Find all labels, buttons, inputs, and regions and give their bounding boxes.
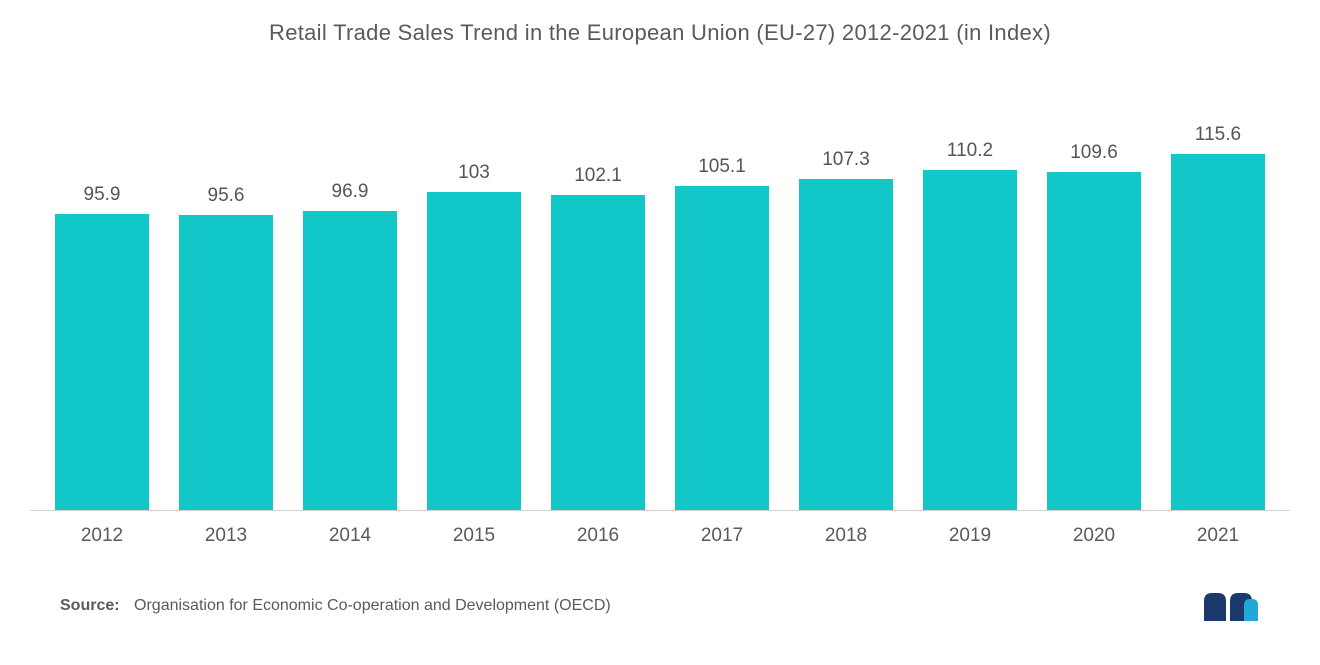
x-axis-label: 2013 [164, 525, 288, 547]
bar-group: 105.1 [660, 81, 784, 510]
source-text: Organisation for Economic Co-operation a… [134, 597, 611, 614]
x-axis-label: 2017 [660, 525, 784, 547]
chart-title: Retail Trade Sales Trend in the European… [30, 20, 1290, 46]
bar-value-label: 96.9 [332, 181, 369, 203]
plot-area: 95.9 95.6 96.9 103 102.1 105.1 107.3 110.2 109.6… [30, 81, 1290, 511]
bar-group: 96.9 [288, 81, 412, 510]
bar-group: 115.6 [1156, 81, 1280, 510]
bar [1171, 154, 1265, 510]
x-axis: 2012201320142015201620172018201920202021 [30, 511, 1290, 547]
bar [55, 214, 149, 510]
bar [1047, 172, 1141, 510]
bar-group: 107.3 [784, 81, 908, 510]
x-axis-label: 2018 [784, 525, 908, 547]
bar-group: 95.9 [40, 81, 164, 510]
bar-value-label: 103 [458, 162, 490, 184]
bar-value-label: 109.6 [1070, 142, 1118, 164]
bar-value-label: 115.6 [1195, 124, 1241, 146]
bar [427, 192, 521, 510]
bar [799, 179, 893, 510]
bar-value-label: 95.6 [208, 185, 245, 207]
x-axis-label: 2021 [1156, 525, 1280, 547]
bar-group: 103 [412, 81, 536, 510]
bar [923, 170, 1017, 510]
source-label: Source: [60, 597, 120, 614]
chart-container: Retail Trade Sales Trend in the European… [0, 0, 1320, 665]
brand-logo [1200, 587, 1260, 625]
x-axis-label: 2020 [1032, 525, 1156, 547]
bar [303, 211, 397, 510]
bar [179, 215, 273, 510]
bar-value-label: 95.9 [84, 184, 121, 206]
bar-group: 102.1 [536, 81, 660, 510]
bar-group: 95.6 [164, 81, 288, 510]
bar [551, 195, 645, 510]
chart-footer: Source: Organisation for Economic Co-ope… [30, 547, 1290, 635]
bar-group: 110.2 [908, 81, 1032, 510]
logo-icon [1200, 587, 1260, 625]
source-citation: Source: Organisation for Economic Co-ope… [60, 597, 611, 615]
bar-group: 109.6 [1032, 81, 1156, 510]
bar [675, 186, 769, 510]
bar-value-label: 105.1 [698, 156, 746, 178]
bar-value-label: 102.1 [574, 165, 622, 187]
x-axis-label: 2015 [412, 525, 536, 547]
bar-value-label: 110.2 [947, 140, 993, 162]
x-axis-label: 2016 [536, 525, 660, 547]
x-axis-label: 2012 [40, 525, 164, 547]
bar-value-label: 107.3 [822, 149, 870, 171]
x-axis-label: 2019 [908, 525, 1032, 547]
x-axis-label: 2014 [288, 525, 412, 547]
